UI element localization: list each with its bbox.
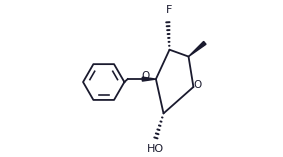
Polygon shape <box>188 41 206 57</box>
Text: O: O <box>142 71 150 81</box>
Polygon shape <box>142 77 156 81</box>
Text: HO: HO <box>147 144 164 154</box>
Text: F: F <box>166 5 172 15</box>
Text: O: O <box>193 80 201 90</box>
